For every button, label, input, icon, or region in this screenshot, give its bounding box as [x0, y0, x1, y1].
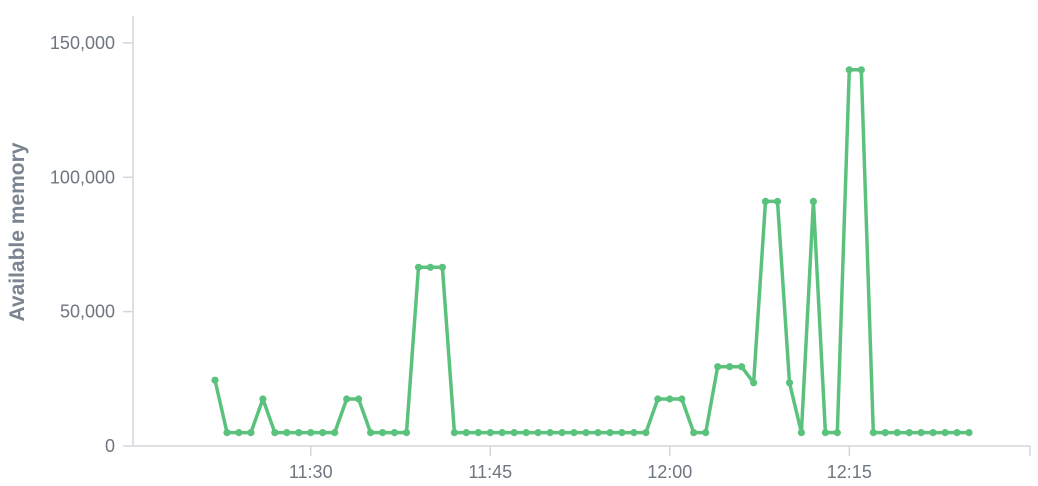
data-point[interactable]: [821, 429, 830, 437]
data-point[interactable]: [941, 429, 949, 437]
data-point[interactable]: [618, 429, 626, 437]
data-point[interactable]: [809, 197, 818, 205]
x-tick-label: 11:30: [289, 462, 333, 482]
data-point[interactable]: [343, 395, 351, 403]
data-point[interactable]: [881, 429, 889, 437]
x-tick-label: 12:15: [827, 462, 872, 482]
data-point[interactable]: [594, 429, 602, 437]
data-point[interactable]: [570, 429, 578, 437]
y-tick-label: 50,000: [60, 302, 115, 322]
data-point[interactable]: [905, 429, 913, 437]
data-point[interactable]: [654, 395, 662, 403]
plot-series: [211, 66, 973, 437]
x-tick-label: 11:45: [468, 462, 512, 482]
data-point[interactable]: [893, 429, 901, 437]
data-point[interactable]: [379, 429, 387, 437]
data-point[interactable]: [486, 429, 494, 437]
data-point[interactable]: [953, 429, 961, 437]
data-point[interactable]: [750, 379, 758, 387]
data-point[interactable]: [845, 66, 853, 74]
data-point[interactable]: [965, 429, 973, 437]
data-point[interactable]: [462, 429, 470, 437]
data-point[interactable]: [510, 429, 518, 437]
data-point[interactable]: [606, 429, 614, 437]
data-point[interactable]: [474, 429, 482, 437]
data-point[interactable]: [666, 395, 674, 403]
data-point[interactable]: [929, 429, 937, 437]
data-point[interactable]: [271, 429, 279, 437]
series-line: [213, 68, 971, 435]
data-point[interactable]: [367, 429, 375, 437]
data-point[interactable]: [714, 363, 722, 371]
data-point[interactable]: [498, 429, 506, 437]
data-point[interactable]: [773, 197, 782, 205]
data-point[interactable]: [259, 395, 267, 403]
data-point[interactable]: [390, 429, 399, 437]
data-point[interactable]: [690, 429, 698, 437]
x-axis: 11:30 11:45 12:00 12:15: [133, 445, 1031, 482]
data-point[interactable]: [414, 263, 423, 271]
data-point[interactable]: [857, 66, 865, 74]
data-point[interactable]: [738, 363, 746, 371]
data-point[interactable]: [797, 429, 806, 437]
data-point[interactable]: [402, 429, 411, 437]
data-point[interactable]: [522, 429, 530, 437]
data-point[interactable]: [438, 263, 446, 271]
data-point[interactable]: [534, 429, 542, 437]
data-point[interactable]: [630, 429, 638, 437]
data-point[interactable]: [869, 429, 877, 437]
data-point[interactable]: [785, 379, 794, 387]
data-point[interactable]: [426, 263, 434, 271]
y-tick-label: 0: [105, 436, 115, 456]
data-point[interactable]: [582, 429, 590, 437]
y-axis-title: Available memory: [6, 142, 29, 321]
y-axis: 0 50,000 100,000 150,000: [50, 16, 134, 456]
data-point[interactable]: [761, 197, 770, 205]
data-point[interactable]: [726, 363, 734, 371]
y-tick-label: 100,000: [50, 167, 115, 187]
data-point[interactable]: [355, 395, 363, 403]
data-point[interactable]: [558, 429, 566, 437]
data-point[interactable]: [211, 376, 219, 384]
data-point[interactable]: [235, 429, 243, 437]
data-point[interactable]: [833, 429, 841, 437]
data-point[interactable]: [642, 429, 650, 437]
data-point[interactable]: [678, 395, 686, 403]
y-tick-label: 150,000: [50, 33, 115, 53]
data-point[interactable]: [247, 429, 255, 437]
data-point[interactable]: [546, 429, 554, 437]
data-point[interactable]: [307, 429, 315, 437]
data-point[interactable]: [917, 429, 925, 437]
data-point[interactable]: [702, 429, 710, 437]
data-point[interactable]: [331, 429, 339, 437]
data-point[interactable]: [223, 429, 231, 437]
data-point[interactable]: [295, 429, 303, 437]
data-point[interactable]: [283, 429, 291, 437]
x-tick-label: 12:00: [647, 462, 692, 482]
data-point[interactable]: [319, 429, 327, 437]
data-point[interactable]: [450, 429, 458, 437]
